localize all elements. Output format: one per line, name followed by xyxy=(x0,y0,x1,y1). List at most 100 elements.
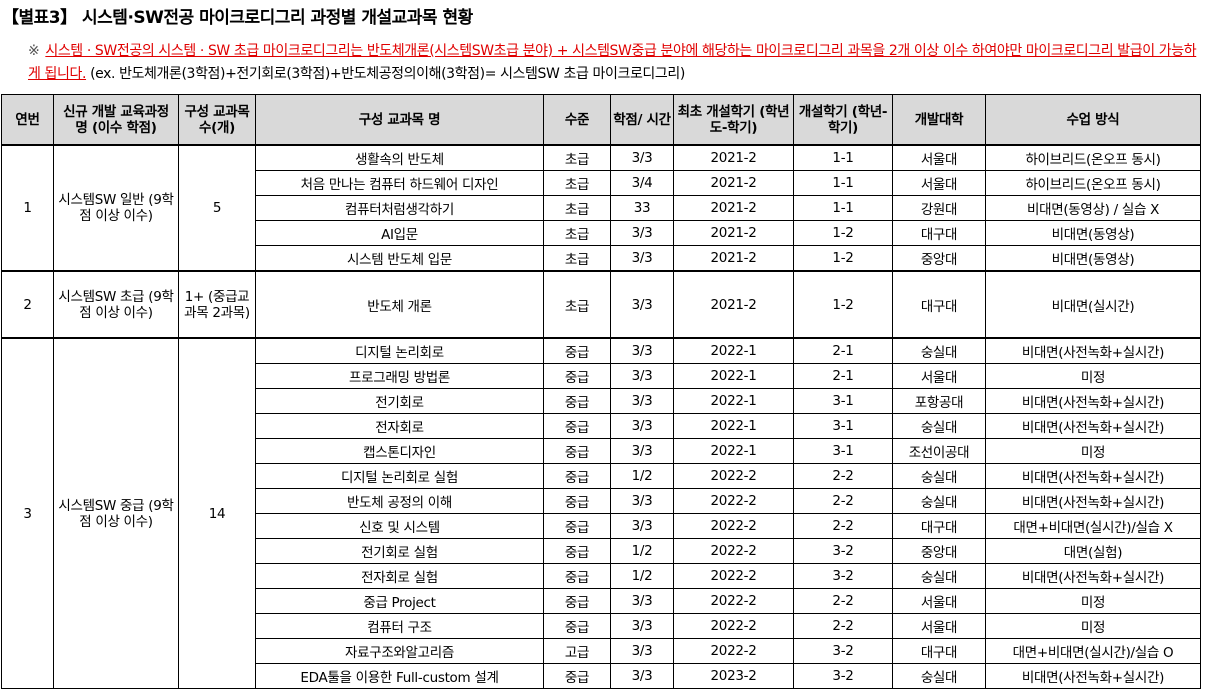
cell-level: 초급 xyxy=(543,144,611,171)
cell-university: 숭실대 xyxy=(892,337,986,364)
cell-university: 숭실대 xyxy=(892,463,986,489)
cell-credits: 33 xyxy=(610,195,674,221)
cell-university: 대구대 xyxy=(892,513,986,539)
cell-university: 서울대 xyxy=(892,588,986,614)
cell-semester: 2-1 xyxy=(793,337,893,364)
cell-semester: 2-2 xyxy=(793,588,893,614)
cell-course-name: 시스템 반도체 입문 xyxy=(255,245,544,272)
cell-level: 초급 xyxy=(543,170,611,196)
cell-first-semester: 2022-2 xyxy=(673,613,794,639)
cell-semester: 3-2 xyxy=(793,663,893,689)
cell-first-semester: 2022-2 xyxy=(673,488,794,514)
cell-first-semester: 2022-1 xyxy=(673,413,794,439)
cell-university: 숭실대 xyxy=(892,488,986,514)
cell-first-semester: 2021-2 xyxy=(673,270,794,339)
cell-university: 포항공대 xyxy=(892,388,986,414)
cell-university: 중앙대 xyxy=(892,245,986,272)
table-row: 중급 Project 중급 3/3 2022-2 2-2 서울대 미정 xyxy=(2,588,1201,614)
cell-university: 서울대 xyxy=(892,144,986,171)
cell-university: 숭실대 xyxy=(892,563,986,589)
cell-credits: 1/2 xyxy=(610,463,674,489)
cell-credits: 3/3 xyxy=(610,363,674,389)
cell-semester: 3-2 xyxy=(793,638,893,664)
cell-level: 고급 xyxy=(543,638,611,664)
cell-first-semester: 2021-2 xyxy=(673,170,794,196)
cell-delivery: 미정 xyxy=(985,613,1201,639)
notice-highlight: 시스템 · SW전공의 시스템 · SW 초급 마이크로디그리는 반도체개론(시… xyxy=(28,43,1197,82)
cell-university: 서울대 xyxy=(892,170,986,196)
cell-first-semester: 2021-2 xyxy=(673,245,794,272)
cell-course-name: EDA툴을 이용한 Full-custom 설계 xyxy=(255,663,544,689)
cell-delivery: 비대면(사전녹화+실시간) xyxy=(985,488,1201,514)
table-row: 디지털 논리회로 실험 중급 1/2 2022-2 2-2 숭실대 비대면(사전녹화+실시간… xyxy=(2,463,1201,489)
cell-course-name: 중급 Project xyxy=(255,588,544,614)
cell-delivery: 비대면(사전녹화+실시간) xyxy=(985,563,1201,589)
cell-delivery: 비대면(사전녹화+실시간) xyxy=(985,413,1201,439)
header-level: 수준 xyxy=(543,94,611,146)
cell-level: 중급 xyxy=(543,363,611,389)
cell-level: 중급 xyxy=(543,538,611,564)
cell-level: 중급 xyxy=(543,663,611,689)
cell-first-semester: 2021-2 xyxy=(673,195,794,221)
table-row: 2 시스템SW 초급 (9학점 이상 이수) 1+ (중급교 과목 2과목) 반도체 … xyxy=(1,270,1201,339)
cell-level: 중급 xyxy=(543,613,611,639)
header-row: 연번 신규 개발 교육과정 명 (이수 학점) 구성 교과목 수(개) 구성 교과목 … xyxy=(1,94,1201,146)
cell-first-semester: 2022-2 xyxy=(673,563,794,589)
cell-course-name: 캡스톤디자인 xyxy=(255,438,544,464)
cell-university: 강원대 xyxy=(892,195,986,221)
group-no: 1 xyxy=(1,144,54,272)
cell-credits: 3/3 xyxy=(610,245,674,272)
header-course-name: 구성 교과목 명 xyxy=(255,94,544,146)
cell-semester: 3-1 xyxy=(793,413,893,439)
course-count: 14 xyxy=(178,337,256,689)
cell-credits: 3/3 xyxy=(610,663,674,689)
cell-level: 초급 xyxy=(543,220,611,246)
cell-semester: 1-2 xyxy=(793,270,893,339)
cell-semester: 2-2 xyxy=(793,488,893,514)
cell-delivery: 미정 xyxy=(985,363,1201,389)
cell-credits: 3/3 xyxy=(610,613,674,639)
course-count: 1+ (중급교 과목 2과목) xyxy=(178,270,256,339)
cell-semester: 2-2 xyxy=(793,513,893,539)
cell-semester: 2-2 xyxy=(793,463,893,489)
cell-delivery: 비대면(동영상) xyxy=(985,220,1201,246)
group-no: 2 xyxy=(1,270,54,339)
cell-first-semester: 2021-2 xyxy=(673,144,794,171)
course-count: 5 xyxy=(178,144,256,272)
cell-course-name: 컴퓨터 구조 xyxy=(255,613,544,639)
cell-semester: 1-1 xyxy=(793,170,893,196)
cell-delivery: 비대면(사전녹화+실시간) xyxy=(985,337,1201,364)
cell-course-name: 처음 만나는 컴퓨터 하드웨어 디자인 xyxy=(255,170,544,196)
table-row: 시스템 반도체 입문 초급 3/3 2021-2 1-2 중앙대 비대면(동영상) xyxy=(2,245,1201,272)
cell-first-semester: 2023-2 xyxy=(673,663,794,689)
header-credits: 학점/ 시간 xyxy=(610,94,674,146)
cell-semester: 3-2 xyxy=(793,563,893,589)
cell-delivery: 대면+비대면(실시간)/실습 O xyxy=(985,638,1201,664)
cell-level: 중급 xyxy=(543,488,611,514)
cell-credits: 3/3 xyxy=(610,638,674,664)
table-row: 전기회로 중급 3/3 2022-1 3-1 포항공대 비대면(사전녹화+실시간) xyxy=(2,388,1201,414)
cell-delivery: 비대면(사전녹화+실시간) xyxy=(985,388,1201,414)
cell-university: 중앙대 xyxy=(892,538,986,564)
program-name: 시스템SW 중급 (9학점 이상 이수) xyxy=(53,337,179,689)
program-name: 시스템SW 일반 (9학점 이상 이수) xyxy=(53,144,179,272)
header-delivery: 수업 방식 xyxy=(985,94,1201,146)
cell-delivery: 비대면(동영상) xyxy=(985,245,1201,272)
cell-credits: 1/2 xyxy=(610,563,674,589)
cell-course-name: AI입문 xyxy=(255,220,544,246)
cell-first-semester: 2021-2 xyxy=(673,220,794,246)
cell-level: 중급 xyxy=(543,588,611,614)
table-row: 3 시스템SW 중급 (9학점 이상 이수) 14 디지털 논리회로 중급 3/3 2022… xyxy=(1,337,1201,689)
program-name: 시스템SW 초급 (9학점 이상 이수) xyxy=(53,270,179,339)
cell-first-semester: 2022-2 xyxy=(673,538,794,564)
cell-credits: 3/3 xyxy=(610,588,674,614)
table-row: 프로그래밍 방법론 중급 3/3 2022-1 2-1 서울대 미정 xyxy=(2,363,1201,389)
cell-credits: 3/3 xyxy=(610,144,674,171)
cell-university: 대구대 xyxy=(892,220,986,246)
cell-course-name: 반도체 공정의 이해 xyxy=(255,488,544,514)
cell-course-name: 프로그래밍 방법론 xyxy=(255,363,544,389)
notice: ※ 시스템 · SW전공의 시스템 · SW 초급 마이크로디그리는 반도체개론(… xyxy=(28,40,1198,86)
cell-level: 중급 xyxy=(543,563,611,589)
cell-course-name: 전기회로 실험 xyxy=(255,538,544,564)
cell-level: 중급 xyxy=(543,463,611,489)
